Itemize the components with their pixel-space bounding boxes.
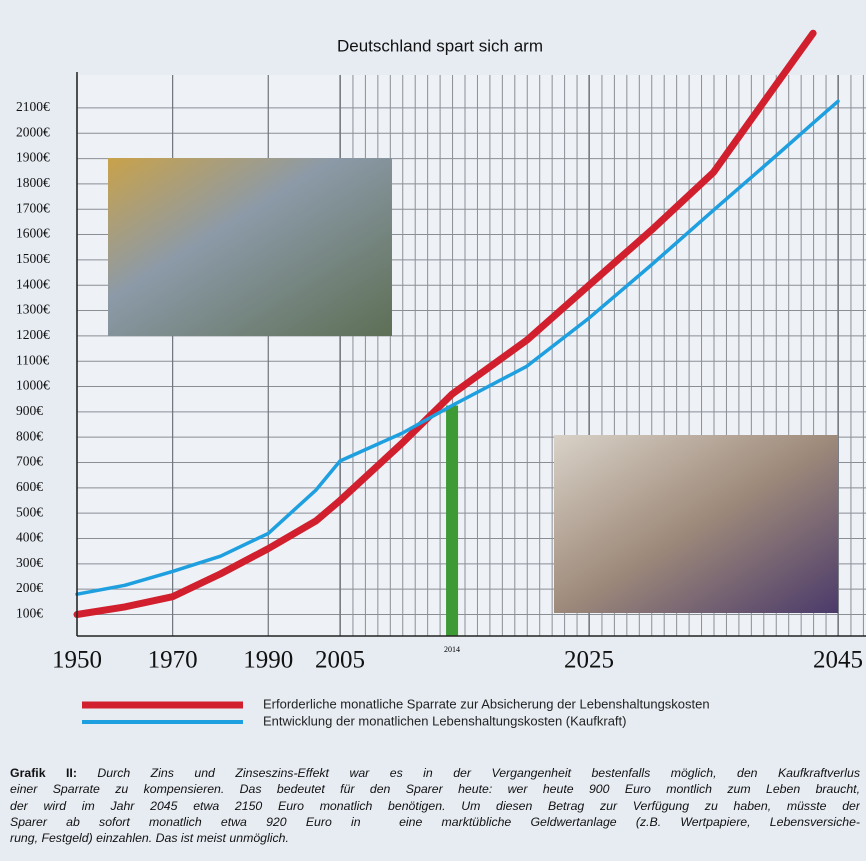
y-tick-label: 1900€ xyxy=(16,150,50,165)
y-tick-label: 1800€ xyxy=(16,175,50,190)
photo-couple xyxy=(554,435,838,613)
y-tick-label: 1100€ xyxy=(16,352,49,367)
x-tick-label: 2005 xyxy=(315,647,365,674)
y-tick-label: 2000€ xyxy=(16,124,50,139)
x-tick-label: 2045 xyxy=(813,647,863,674)
y-tick-label: 400€ xyxy=(16,530,43,545)
y-tick-label: 2100€ xyxy=(16,99,50,114)
x-tick-label: 1950 xyxy=(52,647,102,674)
y-tick-label: 1500€ xyxy=(16,251,50,266)
x-tick-label: 1990 xyxy=(243,647,293,674)
caption-line: Grafik II: Durch Zins und Zinseszins-Eff… xyxy=(10,766,860,782)
y-tick-label: 800€ xyxy=(16,428,43,443)
y-tick-label: 900€ xyxy=(16,403,43,418)
caption-text: der wird im Jahr 2045 etwa 2150 Euro mon… xyxy=(10,798,860,813)
chart: Deutschland spart sich arm 100€ 200€ 300€ 4… xyxy=(16,29,866,728)
legend-label: Erforderliche monatliche Sparrate zur Ab… xyxy=(263,696,710,711)
y-tick-label: 100€ xyxy=(16,606,43,621)
y-tick-label: 500€ xyxy=(16,504,43,519)
caption-text: Sparer ab sofort monatlich etwa 920 Euro… xyxy=(10,814,860,829)
y-tick-label: 1600€ xyxy=(16,226,50,241)
caption-line: einer Sparrate zu kompensieren. Das bede… xyxy=(10,782,860,798)
y-tick-label: 1300€ xyxy=(16,302,50,317)
caption-label: Grafik II: xyxy=(10,766,77,780)
series-line xyxy=(73,29,817,618)
caption-text: einer Sparrate zu kompensieren. Das bede… xyxy=(10,782,860,797)
marker-bar xyxy=(446,405,459,636)
caption-line: Sparer ab sofort monatlich etwa 920 Euro… xyxy=(10,815,860,831)
x-tick-label: 1970 xyxy=(148,647,198,674)
series-line xyxy=(75,99,840,596)
chart-title: Deutschland spart sich arm xyxy=(337,36,543,55)
legend-label: Entwicklung der monatlichen Lebenshaltun… xyxy=(263,713,627,728)
y-tick-label: 700€ xyxy=(16,454,43,469)
x-tick-label: 2025 xyxy=(564,647,614,674)
caption: Grafik II: Durch Zins und Zinseszins-Eff… xyxy=(10,766,860,847)
y-tick-label: 1000€ xyxy=(16,378,50,393)
caption-text: rung, Festgeld) einzahlen. Das ist meist… xyxy=(10,831,289,846)
y-tick-label: 1700€ xyxy=(16,200,50,215)
y-tick-label: 300€ xyxy=(16,555,43,570)
caption-line: der wird im Jahr 2045 etwa 2150 Euro mon… xyxy=(10,799,860,815)
caption-line: rung, Festgeld) einzahlen. Das ist meist… xyxy=(10,831,860,847)
caption-text: Durch Zins und Zinseszins-Effekt war es … xyxy=(76,766,860,780)
y-tick-label: 1400€ xyxy=(16,276,50,291)
y-tick-label: 1200€ xyxy=(16,327,50,342)
marker-label: 2014 xyxy=(444,645,460,654)
y-tick-label: 600€ xyxy=(16,479,43,494)
photo-supermarket xyxy=(108,158,392,336)
y-tick-label: 200€ xyxy=(16,580,43,595)
